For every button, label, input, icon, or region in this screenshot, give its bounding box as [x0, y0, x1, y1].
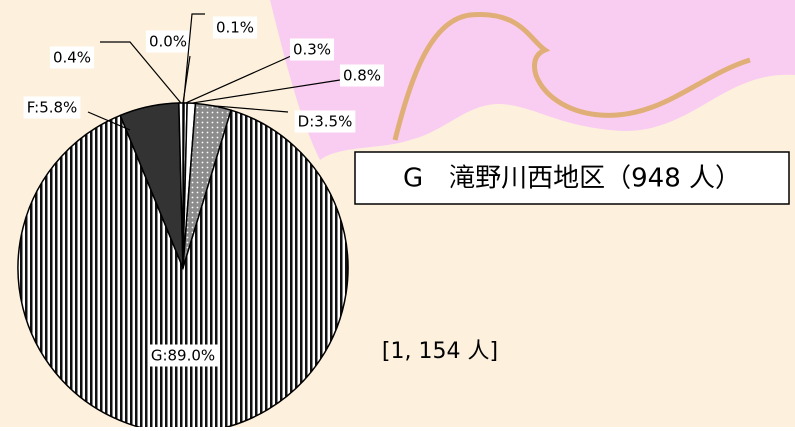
data-label: 0.4% [53, 49, 91, 67]
data-label: 0.1% [216, 19, 254, 37]
chart-title: G 滝野川西地区（948 人） [403, 164, 741, 194]
data-label: G:89.0% [151, 347, 215, 365]
total-label: [1, 154 人] [382, 339, 498, 364]
data-label: D:3.5% [298, 113, 353, 131]
data-label: F:5.8% [27, 99, 78, 117]
data-label: 0.0% [149, 33, 187, 51]
data-label: 0.3% [293, 41, 331, 59]
data-label: 0.8% [343, 67, 381, 85]
chart: G 滝野川西地区（948 人） [1, 154 人] 0.0% 0.1% 0.3% 0… [0, 0, 795, 427]
